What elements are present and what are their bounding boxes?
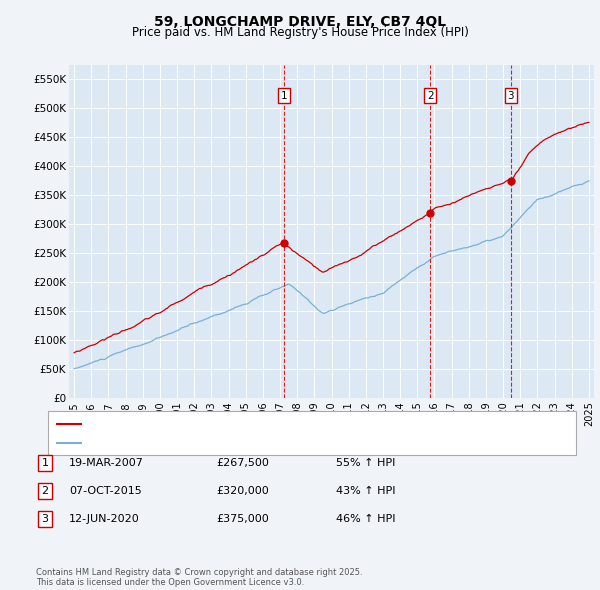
Text: 43% ↑ HPI: 43% ↑ HPI (336, 486, 395, 496)
Text: 1: 1 (41, 458, 49, 468)
Text: 46% ↑ HPI: 46% ↑ HPI (336, 514, 395, 524)
Text: £375,000: £375,000 (216, 514, 269, 524)
Text: 07-OCT-2015: 07-OCT-2015 (69, 486, 142, 496)
Text: HPI: Average price, semi-detached house, East Cambridgeshire: HPI: Average price, semi-detached house,… (85, 438, 416, 448)
Text: 3: 3 (508, 91, 514, 100)
Text: £320,000: £320,000 (216, 486, 269, 496)
Text: Price paid vs. HM Land Registry's House Price Index (HPI): Price paid vs. HM Land Registry's House … (131, 26, 469, 39)
Text: 59, LONGCHAMP DRIVE, ELY, CB7 4QL (semi-detached house): 59, LONGCHAMP DRIVE, ELY, CB7 4QL (semi-… (85, 419, 406, 428)
Text: 2: 2 (427, 91, 434, 100)
Text: 59, LONGCHAMP DRIVE, ELY, CB7 4QL: 59, LONGCHAMP DRIVE, ELY, CB7 4QL (154, 15, 446, 29)
Text: 55% ↑ HPI: 55% ↑ HPI (336, 458, 395, 468)
Text: 1: 1 (280, 91, 287, 100)
Text: 19-MAR-2007: 19-MAR-2007 (69, 458, 144, 468)
Text: 12-JUN-2020: 12-JUN-2020 (69, 514, 140, 524)
Text: £267,500: £267,500 (216, 458, 269, 468)
Text: 3: 3 (41, 514, 49, 524)
Text: 2: 2 (41, 486, 49, 496)
Text: Contains HM Land Registry data © Crown copyright and database right 2025.
This d: Contains HM Land Registry data © Crown c… (36, 568, 362, 587)
